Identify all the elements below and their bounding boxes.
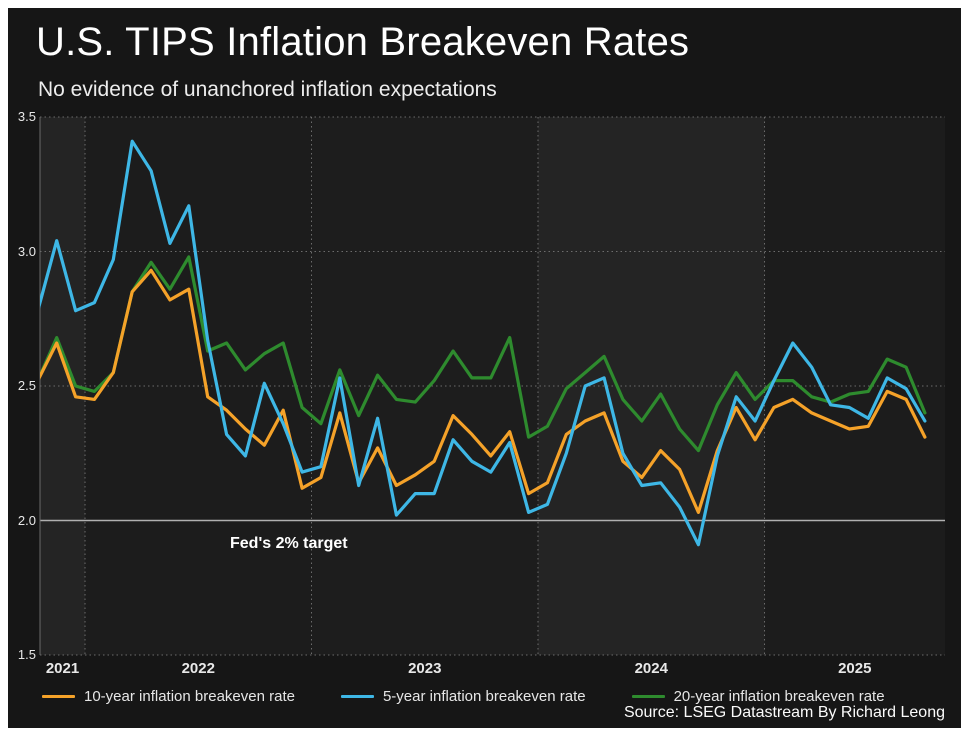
legend-label-5-year: 5-year inflation breakeven rate — [382, 687, 586, 705]
y-tick-label: 3.5 — [17, 109, 36, 124]
x-tick-label: 2022 — [181, 660, 215, 677]
legend-item-10-year: 10-year inflation breakeven rate — [42, 688, 295, 705]
source-credit: Source: LSEG Datastream By Richard Leong — [623, 704, 945, 721]
x-tick-label: 2025 — [838, 660, 872, 677]
y-tick-label: 1.5 — [17, 647, 36, 662]
chart-subtitle: No evidence of unanchored inflation expe… — [38, 78, 497, 101]
series-line-5-year — [40, 139, 927, 547]
fed-target-annotation: Fed's 2% target — [230, 535, 348, 552]
series-line-10-year — [40, 268, 927, 514]
legend-swatch-20-year — [631, 694, 665, 698]
y-tick-label: 2.5 — [17, 378, 36, 393]
legend-label-20-year: 20-year inflation breakeven rate — [673, 687, 885, 705]
x-tick-label: 2023 — [408, 660, 442, 677]
legend-swatch-5-year — [340, 694, 374, 698]
plot-svg — [39, 116, 945, 656]
legend-item-5-year: 5-year inflation breakeven rate — [340, 687, 586, 705]
chart-panel: U.S. TIPS Inflation Breakeven Rates No e… — [8, 8, 961, 728]
x-tick-label: 2024 — [634, 660, 668, 677]
legend: 10-year inflation breakeven rate 5-year … — [42, 686, 921, 706]
y-axis: 3.5 3.0 2.5 2.0 1.5 — [8, 8, 38, 728]
series-line-20-year — [40, 255, 927, 453]
legend-label-10-year: 10-year inflation breakeven rate — [84, 687, 295, 705]
x-tick-label: 2021 — [45, 660, 80, 677]
legend-swatch-10-year — [42, 694, 75, 698]
y-tick-label: 3.0 — [17, 243, 36, 259]
y-tick-label: 2.0 — [17, 512, 36, 528]
legend-item-20-year: 20-year inflation breakeven rate — [631, 687, 885, 705]
page-title: U.S. TIPS Inflation Breakeven Rates — [36, 20, 690, 64]
